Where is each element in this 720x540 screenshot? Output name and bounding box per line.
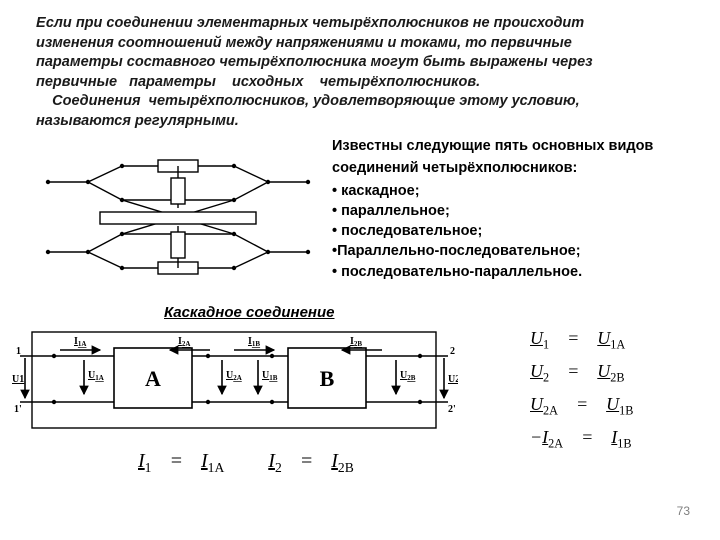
svg-text:U2B: U2B [400, 370, 416, 382]
intro-line: Соединения четырёхполюсников, удовлетвор… [36, 92, 686, 112]
cascade-heading: Каскадное соединение [164, 304, 334, 321]
list-item: • последовательное; [332, 221, 692, 241]
cascade-diagram: A B 1 1' 2 2' I1A I2A I1B I2B [10, 328, 458, 432]
svg-text:I1A: I1A [74, 336, 86, 348]
equation: U1=U1A [530, 326, 633, 353]
svg-text:B: B [320, 366, 335, 391]
types-lead: Известны следующие пять основных видов [332, 136, 692, 156]
svg-text:U1A: U1A [88, 370, 104, 382]
svg-text:A: A [145, 366, 161, 391]
list-item: • последовательно-параллельное. [332, 262, 692, 282]
intro-line: параметры составного четырёхполюсника мо… [36, 53, 686, 73]
svg-text:U1: U1 [12, 374, 24, 385]
types-lead: соединений четырёхполюсников: [332, 158, 692, 178]
equation: U2=U2B [530, 359, 633, 386]
intro-paragraph: Если при соединении элементарных четырёх… [36, 14, 686, 131]
svg-text:I1B: I1B [248, 336, 260, 348]
ladder-diagram [40, 142, 316, 292]
svg-text:I2B: I2B [350, 336, 362, 348]
intro-line: первичные параметры исходных четырёхполю… [36, 73, 686, 93]
svg-text:I2A: I2A [178, 336, 190, 348]
equations-bottom: I1=I1AI2=I2B [138, 450, 354, 476]
intro-line: изменения соотношений между напряжениями… [36, 34, 686, 54]
page-number: 73 [677, 504, 690, 518]
list-item: • каскадное; [332, 181, 692, 201]
equations-right: U1=U1A U2=U2B U2A=U1B −I2A=I1B [530, 326, 633, 458]
list-item: •Параллельно-последовательное; [332, 241, 692, 261]
svg-text:1: 1 [16, 346, 21, 357]
intro-line: Если при соединении элементарных четырёх… [36, 14, 686, 34]
svg-text:U2: U2 [448, 374, 458, 385]
svg-text:U2A: U2A [226, 370, 242, 382]
svg-text:1': 1' [14, 404, 22, 415]
connection-types: Известны следующие пять основных видов с… [332, 136, 692, 282]
list-item: • параллельное; [332, 201, 692, 221]
svg-text:U1B: U1B [262, 370, 278, 382]
equation: −I2A=I1B [530, 425, 633, 452]
intro-line: называются регулярными. [36, 112, 686, 132]
equation: U2A=U1B [530, 392, 633, 419]
svg-text:2': 2' [448, 404, 456, 415]
svg-text:2: 2 [450, 346, 455, 357]
